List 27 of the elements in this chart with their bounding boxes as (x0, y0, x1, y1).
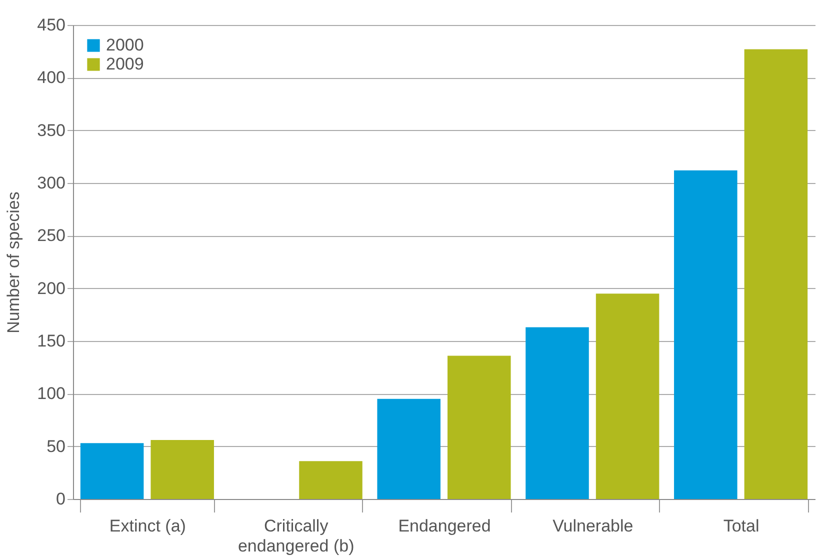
y-tick-label: 450 (37, 16, 66, 34)
legend-label: 2000 (106, 36, 144, 54)
x-tick-label: Extinct (a) (109, 516, 186, 536)
y-tick-label: 400 (37, 68, 66, 88)
bar (150, 440, 214, 499)
bar (526, 327, 589, 499)
y-tick-label: 300 (37, 174, 66, 192)
bar (448, 356, 511, 499)
y-axis-title: Number of species (4, 192, 24, 334)
x-tick-label: Endangered (398, 516, 491, 536)
x-tick-label: Vulnerable (552, 516, 634, 536)
bar (299, 461, 362, 499)
y-tick-label: 150 (37, 332, 66, 350)
y-tick-label: 200 (37, 278, 66, 298)
y-tick-label: 350 (37, 120, 66, 140)
x-tick-label: Total (723, 516, 760, 536)
legend-label: 2009 (106, 54, 144, 74)
x-tick-label: Critically endangered (b) (238, 516, 354, 556)
y-tick-label: 100 (37, 384, 66, 404)
bar (80, 443, 144, 499)
y-tick-label: 0 (56, 490, 66, 508)
bar (744, 49, 808, 499)
bar (377, 398, 440, 499)
bar (674, 170, 738, 499)
y-tick-label: 50 (46, 436, 66, 456)
y-tick-label: 250 (37, 226, 66, 246)
bar (596, 294, 660, 499)
